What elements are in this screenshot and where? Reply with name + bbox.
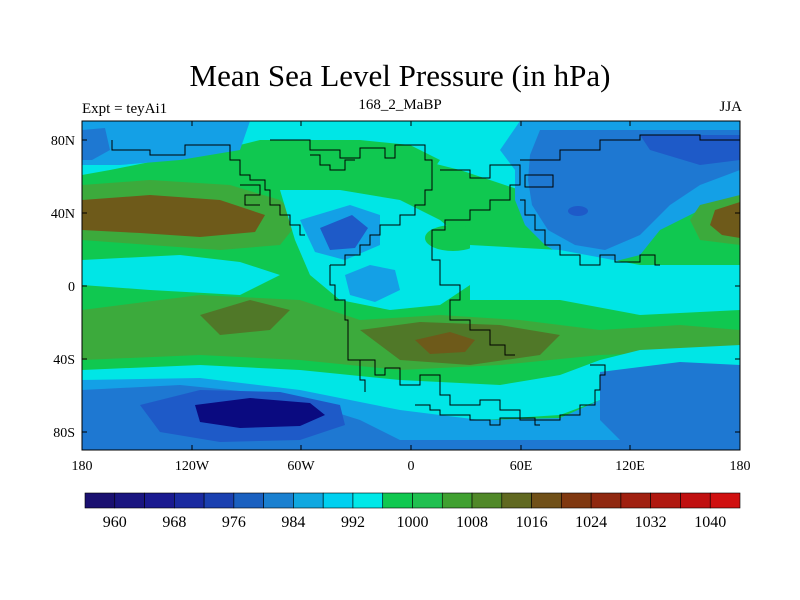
lon-label-180w: 180	[72, 459, 93, 474]
colorbar-label: 1016	[516, 514, 548, 531]
lon-label-120e: 120E	[615, 459, 645, 474]
coastline-antarctic	[415, 404, 540, 426]
colorbar	[84, 492, 741, 509]
central-green-island	[425, 225, 481, 251]
nw-blue	[82, 121, 250, 165]
southern-cyan	[82, 345, 740, 420]
plot-title: Mean Sea Level Pressure (in hPa)	[189, 58, 611, 93]
colorbar-label: 1040	[694, 514, 726, 531]
tropical-cyan-west	[82, 255, 280, 295]
colorbar-swatch	[174, 492, 205, 509]
lon-label-180e: 180	[730, 459, 751, 474]
colorbar-label: 1000	[397, 514, 429, 531]
lat-tick-marks	[82, 139, 740, 433]
colorbar-label: 984	[281, 514, 305, 531]
coastline-asia	[520, 134, 740, 266]
lat-label-40n: 40N	[51, 207, 75, 222]
asia-low	[568, 206, 588, 216]
colorbar-label: 968	[162, 514, 186, 531]
colorbar-swatch	[620, 492, 651, 509]
coastline-west-pacific	[240, 184, 261, 206]
colorbar-swatch	[382, 492, 413, 509]
coastline-americas-north	[111, 140, 305, 236]
colorbar-swatch	[114, 492, 145, 509]
ne-edge-high	[710, 202, 740, 238]
colorbar-swatch	[650, 492, 681, 509]
colorbar-label: 976	[222, 514, 246, 531]
colorbar-labels: 960 968 976 984 992 1000 1008 1016 1024 1032 1040	[103, 514, 726, 531]
south-central-lightblue	[345, 265, 400, 302]
colorbar-label: 1024	[575, 514, 607, 531]
colorbar-swatch	[680, 492, 711, 509]
colorbar-label: 992	[341, 514, 365, 531]
colorbar-label: 960	[103, 514, 127, 531]
coastline-south-america	[329, 265, 366, 392]
lon-label-120w: 120W	[175, 459, 210, 474]
colorbar-swatch	[233, 492, 264, 509]
colorbar-swatch	[84, 492, 116, 509]
lon-label-0: 0	[408, 459, 415, 474]
colorbar-swatch	[293, 492, 324, 509]
colorbar-swatch	[590, 492, 622, 509]
colorbar-swatch	[144, 492, 175, 509]
antarctic-low-core	[195, 398, 325, 428]
season-label: JJA	[719, 99, 742, 115]
colorbar-swatch	[263, 492, 294, 509]
lat-label-40s: 40S	[53, 353, 75, 368]
ne-deepblue	[640, 135, 740, 165]
colorbar-swatch	[471, 492, 503, 509]
colorbar-swatch	[501, 492, 532, 509]
nw-pacific-high	[82, 195, 265, 237]
tropical-cyan-east	[470, 245, 740, 315]
colorbar-swatch	[709, 492, 741, 509]
colorbar-swatch	[561, 492, 592, 509]
colorbar-swatch	[441, 492, 473, 509]
age-label: 168_2_MaBP	[358, 97, 442, 113]
colorbar-swatch	[352, 492, 384, 509]
colorbar-swatch	[531, 492, 562, 509]
coastline-north-america-top	[270, 139, 433, 266]
nw-darkblue	[82, 128, 110, 160]
lon-label-60e: 60E	[510, 459, 533, 474]
colorbar-swatch	[412, 492, 443, 509]
lon-label-60w: 60W	[287, 459, 315, 474]
central-blue	[320, 215, 368, 250]
antarctic-blue-east	[600, 362, 740, 440]
pressure-field	[82, 121, 740, 450]
colorbar-label: 1032	[635, 514, 667, 531]
experiment-label: Expt = teyAi1	[82, 101, 168, 117]
colorbar-label: 1008	[456, 514, 488, 531]
lon-tick-marks	[81, 121, 741, 450]
colorbar-swatch	[322, 492, 354, 509]
coastline-australia	[360, 359, 606, 421]
coastline-greenland	[310, 154, 355, 171]
coastline-europe-africa	[431, 164, 521, 356]
colorbar-swatch	[203, 492, 235, 509]
south-high-brown	[200, 300, 560, 365]
lat-label-0: 0	[68, 280, 75, 295]
caspian-outline	[524, 174, 554, 188]
continent-outlines	[111, 134, 740, 426]
south-high-core	[415, 332, 475, 354]
lat-label-80n: 80N	[51, 134, 75, 149]
lat-label-80s: 80S	[53, 426, 75, 441]
